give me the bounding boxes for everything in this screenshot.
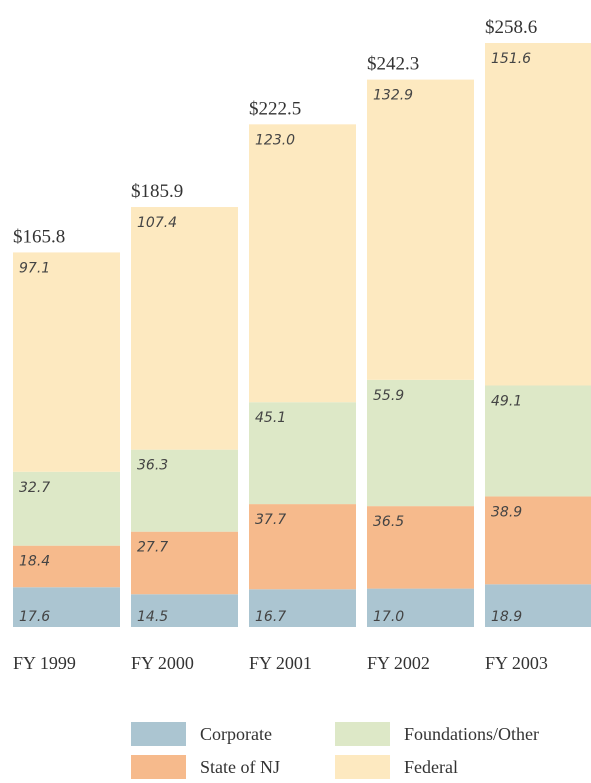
value-label: 107.4 <box>137 215 177 231</box>
value-label: 36.3 <box>137 458 168 474</box>
x-tick-label: FY 2002 <box>367 653 430 673</box>
bar-segment <box>367 379 474 507</box>
value-label: 45.1 <box>255 410 286 426</box>
value-label: 37.7 <box>255 512 286 528</box>
value-label: 55.9 <box>373 388 404 404</box>
bar-segment <box>131 594 238 627</box>
bar-segment <box>485 43 591 386</box>
x-tick-label: FY 2000 <box>131 653 194 673</box>
value-label: 123.0 <box>255 132 295 148</box>
x-tick-label: FY 1999 <box>13 653 76 673</box>
bar-segment <box>249 124 356 403</box>
total-label: $165.8 <box>13 226 65 247</box>
legend-label: Foundations/Other <box>404 724 539 744</box>
bar-segment <box>131 207 238 450</box>
bar-segment <box>13 252 120 472</box>
value-label: 36.5 <box>373 514 404 530</box>
value-label: 18.4 <box>19 554 50 570</box>
legend-label: State of NJ <box>200 757 280 777</box>
bar-segment <box>13 545 120 588</box>
value-label: 32.7 <box>19 480 50 496</box>
bar-segment <box>131 449 238 532</box>
legend-swatch <box>335 755 390 779</box>
value-label: 132.9 <box>373 88 413 104</box>
total-label: $185.9 <box>131 181 183 202</box>
x-tick-label: FY 2003 <box>485 653 548 673</box>
value-label: 17.6 <box>19 609 50 625</box>
bar-segment <box>131 531 238 595</box>
legend-swatch <box>131 755 186 779</box>
bar-segment <box>249 504 356 590</box>
bar-segment <box>485 496 591 585</box>
value-label: 16.7 <box>255 609 286 625</box>
x-tick-label: FY 2001 <box>249 653 312 673</box>
value-label: 97.1 <box>19 260 50 276</box>
value-label: 17.0 <box>373 609 404 625</box>
bar-segment <box>485 584 591 627</box>
total-label: $222.5 <box>249 98 301 119</box>
bar-segment <box>367 79 474 380</box>
value-label: 151.6 <box>491 51 531 67</box>
bar-segment <box>13 587 120 627</box>
bar-segment <box>485 385 591 497</box>
bar-segment <box>367 506 474 589</box>
value-label: 49.1 <box>491 393 522 409</box>
total-label: $242.3 <box>367 54 419 75</box>
legend-label: Corporate <box>200 724 272 744</box>
value-label: 18.9 <box>491 609 522 625</box>
legend-label: Federal <box>404 757 458 777</box>
value-label: 38.9 <box>491 504 522 520</box>
bar-segment <box>249 402 356 505</box>
value-label: 27.7 <box>137 540 168 556</box>
bar-segment <box>13 471 120 546</box>
legend-swatch <box>335 722 390 746</box>
bar-segment <box>249 589 356 627</box>
total-label: $258.6 <box>485 17 537 38</box>
value-label: 14.5 <box>137 609 168 625</box>
bar-segment <box>367 588 474 627</box>
legend-swatch <box>131 722 186 746</box>
